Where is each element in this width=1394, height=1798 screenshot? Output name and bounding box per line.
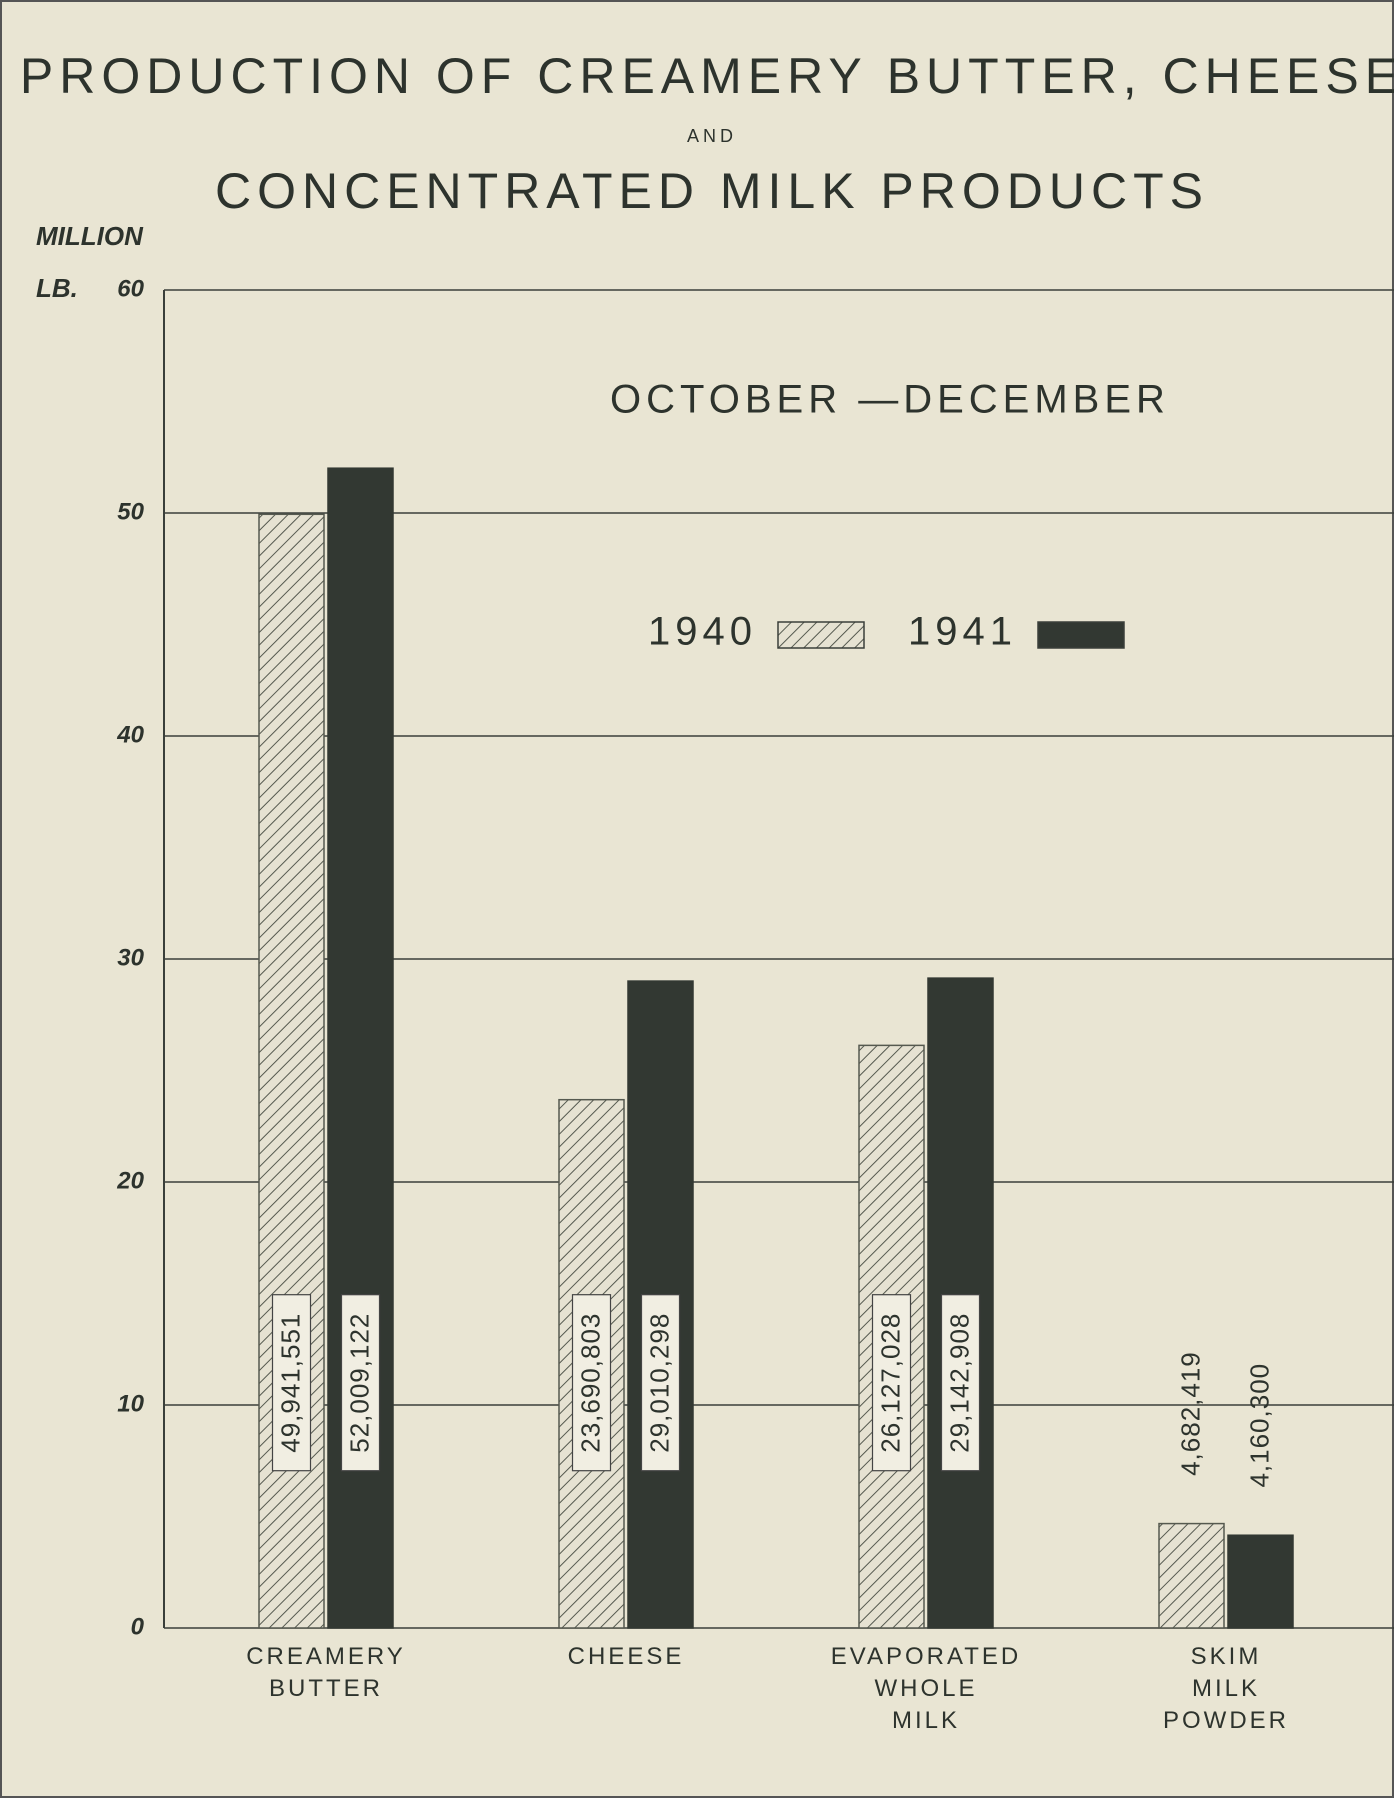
y-tick-label: 10 xyxy=(117,1390,144,1417)
value-label-box xyxy=(271,1294,312,1472)
value-label-text: 29,142,908 xyxy=(944,1313,974,1453)
y-tick-label: 20 xyxy=(116,1167,144,1194)
value-label-box xyxy=(571,1294,612,1472)
value-label-text: 49,941,551 xyxy=(275,1313,305,1453)
value-label: 29,142,908 xyxy=(940,1294,981,1472)
y-tick-label: 40 xyxy=(116,721,144,748)
value-label-text: 26,127,028 xyxy=(875,1313,905,1453)
value-label: 26,127,028 xyxy=(871,1294,912,1472)
value-label: 4,682,419 xyxy=(1175,1351,1205,1476)
y-tick-label: 60 xyxy=(117,275,144,302)
value-label-text: 23,690,803 xyxy=(575,1313,605,1453)
x-tick-label: CHEESE xyxy=(568,1643,685,1670)
value-label-box xyxy=(340,1294,381,1472)
value-label-box xyxy=(940,1294,981,1472)
subtitle: OCTOBER —DECEMBER xyxy=(610,378,1170,422)
value-label-box xyxy=(871,1294,912,1472)
legend-label: 1940 xyxy=(648,610,757,654)
value-label-text: 52,009,122 xyxy=(344,1313,374,1453)
bar xyxy=(1227,1534,1294,1629)
y-tick-label: 50 xyxy=(117,498,144,525)
legend-swatch xyxy=(1037,621,1125,649)
y-axis-label: LB. xyxy=(36,273,78,303)
x-tick-label: CREAMERY BUTTER xyxy=(246,1643,406,1702)
chart-title: AND xyxy=(687,126,737,146)
y-tick-label: 30 xyxy=(117,944,144,971)
x-tick-label: SKIM MILK POWDER xyxy=(1163,1643,1289,1734)
value-label: 49,941,551 xyxy=(271,1294,312,1472)
bar xyxy=(1158,1522,1225,1629)
value-label: 23,690,803 xyxy=(571,1294,612,1472)
y-axis-label: MILLION xyxy=(36,221,144,251)
chart-title: PRODUCTION OF CREAMERY BUTTER, CHEESE xyxy=(20,48,1394,104)
value-label-text: 4,682,419 xyxy=(1175,1351,1205,1476)
legend-swatch xyxy=(777,621,865,649)
legend-label: 1941 xyxy=(908,610,1017,654)
value-label: 4,160,300 xyxy=(1244,1363,1274,1488)
chart-title: CONCENTRATED MILK PRODUCTS xyxy=(215,163,1209,219)
value-label: 29,010,298 xyxy=(640,1294,681,1472)
y-tick-label: 0 xyxy=(131,1613,145,1640)
x-tick-label: EVAPORATED WHOLE MILK xyxy=(831,1643,1021,1734)
value-label-box xyxy=(640,1294,681,1472)
value-label: 52,009,122 xyxy=(340,1294,381,1472)
value-label-text: 4,160,300 xyxy=(1244,1363,1274,1488)
value-label-text: 29,010,298 xyxy=(644,1313,674,1453)
